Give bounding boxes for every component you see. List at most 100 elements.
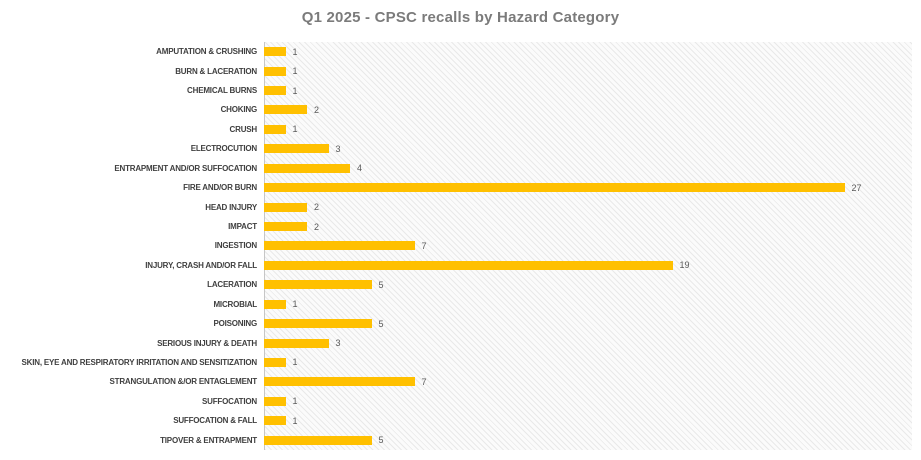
bar-rows: AMPUTATION & CRUSHING 1 BURN & LACERATION 1… <box>0 42 912 450</box>
category-label: TIPOVER & ENTRAPMENT <box>160 435 257 445</box>
value-label: 1 <box>292 415 298 426</box>
bar-track: 5 <box>257 435 912 445</box>
bar <box>264 183 845 193</box>
category-label: MICROBIAL <box>213 299 257 309</box>
bar-row: INGESTION 7 <box>0 236 912 255</box>
bar-track: 3 <box>257 338 912 348</box>
bar <box>264 105 307 115</box>
bar-track: 7 <box>257 377 912 387</box>
value-label: 2 <box>314 202 320 213</box>
value-label: 3 <box>335 338 341 349</box>
bar-row: STRANGULATION &/OR ENTAGLEMENT 7 <box>0 372 912 391</box>
value-label: 7 <box>421 240 427 251</box>
bar <box>264 377 415 387</box>
bar-track: 1 <box>257 47 912 57</box>
category-label: BURN & LACERATION <box>175 66 257 76</box>
value-label: 7 <box>421 376 427 387</box>
bar-track: 2 <box>257 202 912 212</box>
bar-track: 1 <box>257 396 912 406</box>
bar <box>264 47 286 57</box>
value-label: 2 <box>314 104 320 115</box>
bar-row: BURN & LACERATION 1 <box>0 61 912 80</box>
bar-row: CHEMICAL BURNS 1 <box>0 81 912 100</box>
bar-row: HEAD INJURY 2 <box>0 197 912 216</box>
bar-row: POISONING 5 <box>0 314 912 333</box>
category-label: HEAD INJURY <box>205 202 257 212</box>
bar-track: 2 <box>257 105 912 115</box>
bar <box>264 86 286 96</box>
chart-title: Q1 2025 - CPSC recalls by Hazard Categor… <box>301 9 620 26</box>
bar <box>264 163 350 173</box>
category-label: INGESTION <box>214 241 257 251</box>
bar-track: 5 <box>257 280 912 290</box>
value-label: 1 <box>292 299 298 310</box>
category-label: IMPACT <box>228 222 257 231</box>
bar-row: MICROBIAL 1 <box>0 294 912 313</box>
category-label: SERIOUS INJURY & DEATH <box>157 338 257 348</box>
bar-row: TIPOVER & ENTRAPMENT 5 <box>0 430 912 449</box>
bar-row: AMPUTATION & CRUSHING 1 <box>0 42 912 61</box>
category-label: STRANGULATION &/OR ENTAGLEMENT <box>109 377 258 387</box>
category-label: FIRE AND/OR BURN <box>183 183 257 193</box>
bar <box>264 319 372 329</box>
category-label: SUFFOCATION <box>202 396 257 406</box>
bar <box>264 280 372 290</box>
value-label: 1 <box>292 46 298 57</box>
value-label: 1 <box>292 85 298 96</box>
bar-row: FIRE AND/OR BURN 27 <box>0 178 912 197</box>
bar-track: 2 <box>257 222 912 232</box>
bar <box>264 241 415 251</box>
bar-row: INJURY, CRASH AND/OR FALL 19 <box>0 256 912 275</box>
category-label: CHEMICAL BURNS <box>187 86 257 96</box>
bar-track: 27 <box>257 183 912 193</box>
value-label: 1 <box>292 357 298 368</box>
value-label: 27 <box>851 182 862 193</box>
bar-track: 1 <box>257 357 912 367</box>
value-label: 19 <box>679 260 690 271</box>
bar-row: LACERATION 5 <box>0 275 912 294</box>
category-label: CRUSH <box>229 124 258 134</box>
category-label: SKIN, EYE AND RESPIRATORY IRRITATION AND… <box>21 357 258 367</box>
bar <box>264 260 673 270</box>
category-label: ENTRAPMENT AND/OR SUFFOCATION <box>114 163 257 173</box>
bar-track: 1 <box>257 66 912 76</box>
bar <box>264 338 329 348</box>
value-label: 4 <box>357 163 363 174</box>
value-label: 2 <box>314 221 320 232</box>
bar <box>264 144 329 154</box>
bar-track: 3 <box>257 144 912 154</box>
bar-row: CRUSH 1 <box>0 120 912 139</box>
value-label: 5 <box>378 435 384 446</box>
bar-track: 1 <box>257 86 912 96</box>
value-label: 1 <box>292 396 298 407</box>
bar-row: IMPACT 2 <box>0 217 912 236</box>
bar-track: 7 <box>257 241 912 251</box>
bar-row: SERIOUS INJURY & DEATH 3 <box>0 333 912 352</box>
bar-track: 4 <box>257 163 912 173</box>
category-label: INJURY, CRASH AND/OR FALL <box>145 260 257 270</box>
value-label: 1 <box>292 124 298 135</box>
value-label: 5 <box>378 318 384 329</box>
category-label: LACERATION <box>207 280 257 290</box>
bar-row: ENTRAPMENT AND/OR SUFFOCATION 4 <box>0 159 912 178</box>
bar-row: CHOKING 2 <box>0 100 912 119</box>
bar-track: 1 <box>257 416 912 426</box>
bar-track: 1 <box>257 299 912 309</box>
category-label: SUFFOCATION & FALL <box>173 416 257 426</box>
bar <box>264 357 286 367</box>
bar <box>264 66 286 76</box>
bar <box>264 416 286 426</box>
value-label: 3 <box>335 143 341 154</box>
bar <box>264 124 286 134</box>
bar-row: ELECTROCUTION 3 <box>0 139 912 158</box>
bar-row: SUFFOCATION & FALL 1 <box>0 411 912 430</box>
bar <box>264 435 372 445</box>
bar <box>264 396 286 406</box>
bar-track: 19 <box>257 260 912 270</box>
bar-track: 1 <box>257 124 912 134</box>
bar <box>264 299 286 309</box>
value-label: 1 <box>292 66 298 77</box>
bar <box>264 222 307 231</box>
value-label: 5 <box>378 279 384 290</box>
